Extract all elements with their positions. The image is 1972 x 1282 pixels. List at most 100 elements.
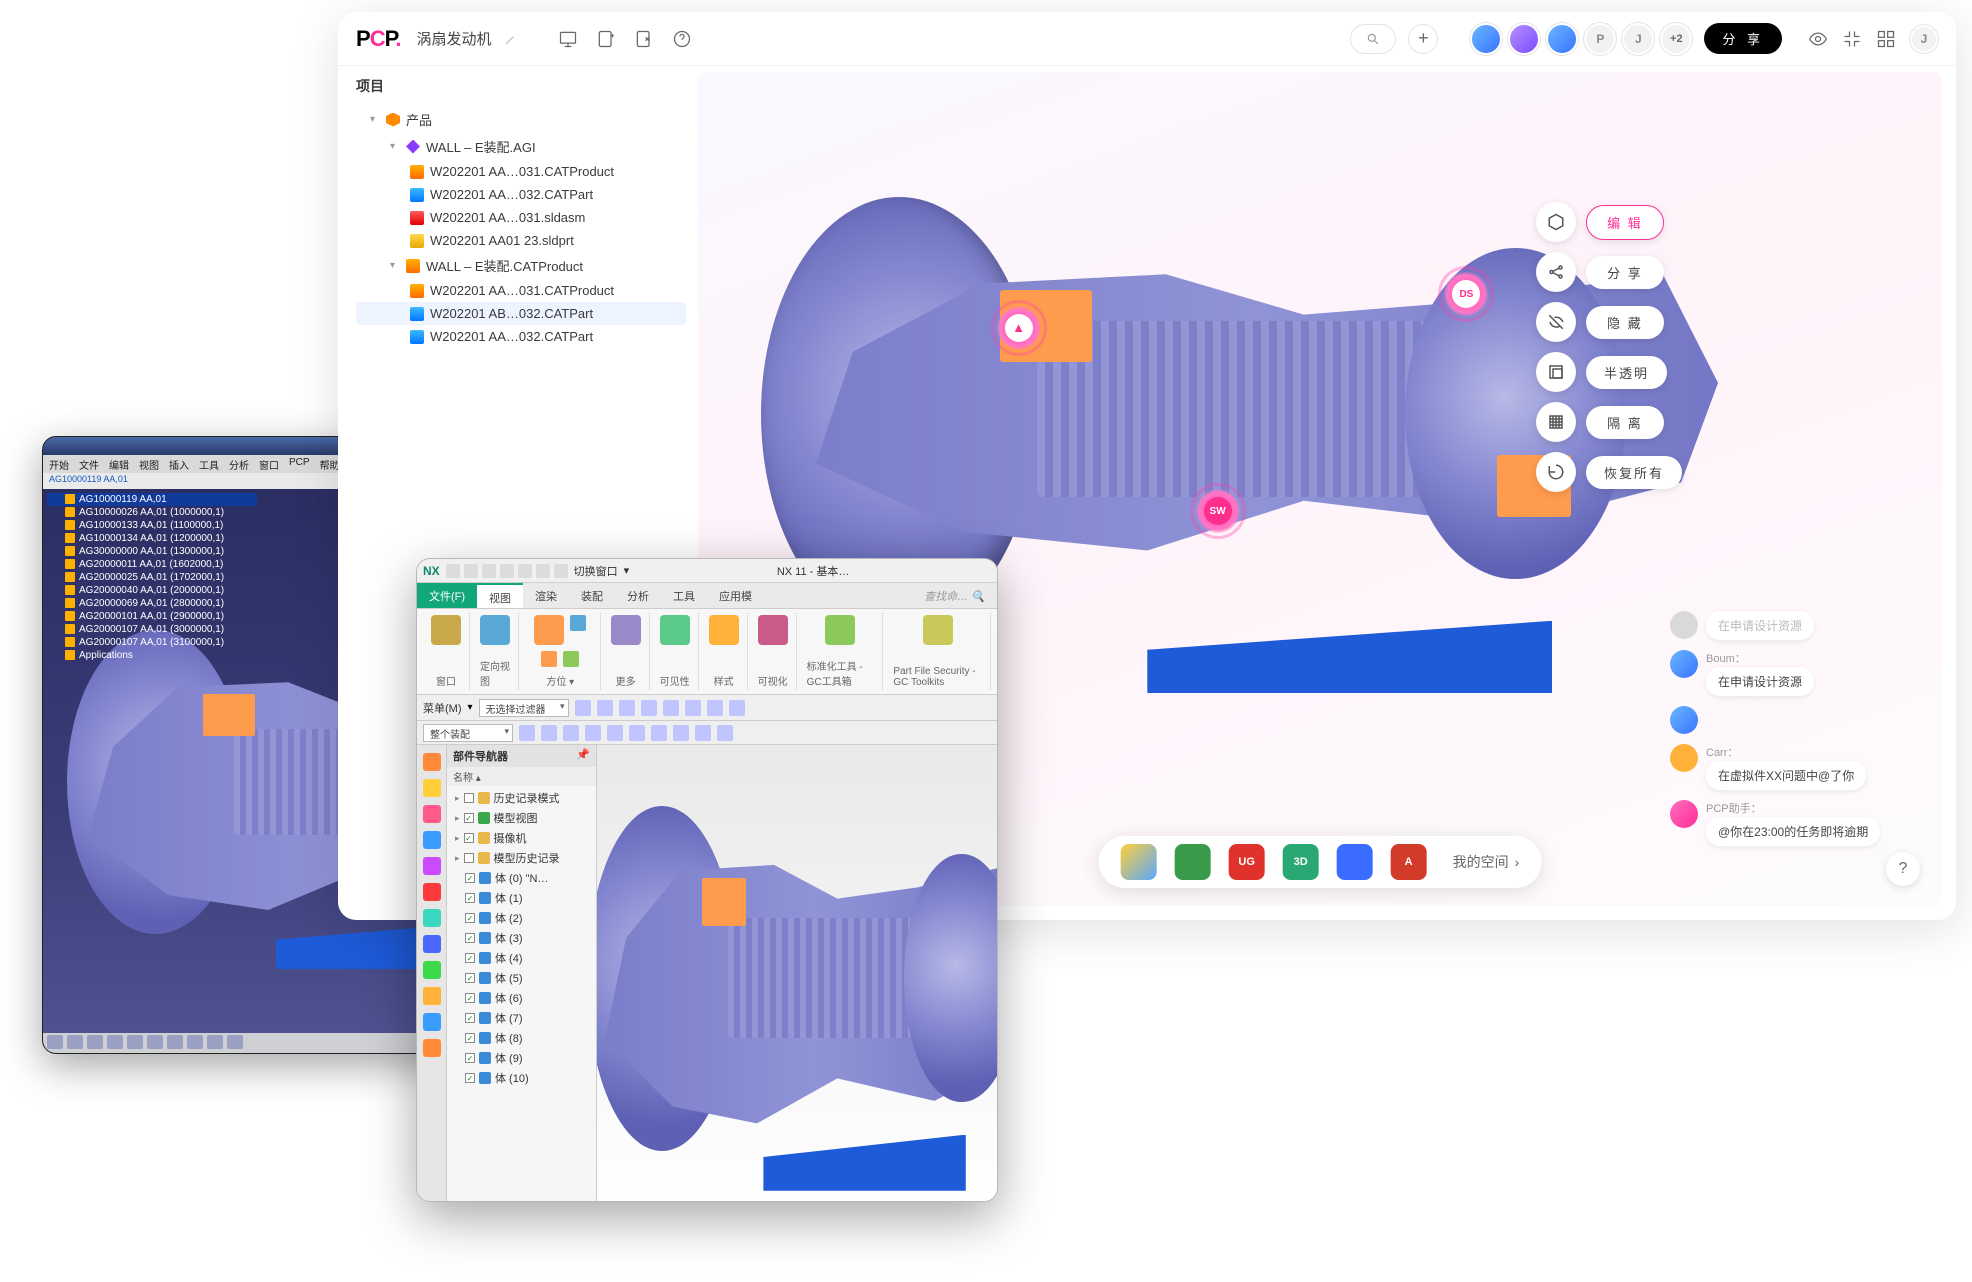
action-icon[interactable]	[1536, 352, 1576, 392]
nx-quick-access[interactable]	[446, 564, 568, 578]
nx-checkbox[interactable]: ✓	[464, 833, 474, 843]
catia-tree-item[interactable]: AG20000025 AA,01 (1702000,1)	[47, 571, 257, 584]
export-icon[interactable]	[634, 29, 654, 49]
nx-nav-item[interactable]: ▸ ✓ 模型视图	[447, 808, 596, 828]
nx-toolbar-icon[interactable]	[673, 725, 689, 741]
current-user-avatar[interactable]: J	[1910, 25, 1938, 53]
catia-menu-item[interactable]: 开始	[49, 457, 69, 471]
nx-selection-bar[interactable]: 菜单(M)▾ 无选择过滤器	[417, 695, 997, 721]
dock-app-icon[interactable]	[1337, 844, 1373, 880]
action-edit[interactable]: 编 辑	[1536, 202, 1682, 242]
nx-checkbox[interactable]: ✓	[465, 1073, 475, 1083]
nx-resource-tab[interactable]	[423, 753, 441, 771]
nx-tab[interactable]: 文件(F)	[417, 583, 477, 608]
nx-nav-item[interactable]: ✓ 体 (8)	[447, 1028, 596, 1048]
note-add-icon[interactable]	[596, 29, 616, 49]
catia-tree-item[interactable]: AG20000107 AA,01 (3100000,1)	[47, 636, 257, 649]
action-restore[interactable]: 恢复所有	[1536, 452, 1682, 492]
nx-toolbar-icon[interactable]	[717, 725, 733, 741]
nx-ribbon-button[interactable]	[431, 615, 461, 645]
nx-nav-item[interactable]: ▸ 模型历史记录	[447, 848, 596, 868]
nx-ribbon-button[interactable]	[758, 615, 788, 645]
nx-ribbon[interactable]: 窗口 定向视图 方位 ▾ 更多	[417, 609, 997, 695]
hotspot-marker-1[interactable]: ▲	[997, 306, 1041, 350]
avatar-user-3[interactable]	[1546, 23, 1578, 55]
nx-tab[interactable]: 工具	[661, 583, 707, 608]
nx-nav-column-header[interactable]: 名称 ▴	[447, 767, 596, 786]
catia-menu-item[interactable]: 工具	[199, 457, 219, 471]
nx-checkbox[interactable]: ✓	[465, 1053, 475, 1063]
hotspot-marker-2[interactable]: DS	[1444, 272, 1488, 316]
nx-toolbar-icon[interactable]	[685, 700, 701, 716]
catia-menu-item[interactable]: 分析	[229, 457, 249, 471]
nx-toolbar-icon[interactable]	[729, 700, 745, 716]
nx-nav-item[interactable]: ✓ 体 (7)	[447, 1008, 596, 1028]
action-icon[interactable]	[1536, 402, 1576, 442]
help-icon[interactable]	[672, 29, 692, 49]
nx-resource-tab[interactable]	[423, 805, 441, 823]
catia-menu-item[interactable]: 窗口	[259, 457, 279, 471]
catia-menu-item[interactable]: 帮助	[320, 457, 340, 471]
chat-message[interactable]: 在申请设计资源	[1670, 611, 1814, 640]
catia-tree-item[interactable]: AG20000107 AA,01 (3000000,1)	[47, 623, 257, 636]
nx-checkbox[interactable]: ✓	[464, 813, 474, 823]
avatar-user-2[interactable]	[1508, 23, 1540, 55]
edit-title-icon[interactable]	[504, 32, 518, 46]
action-icon[interactable]	[1536, 302, 1576, 342]
tree-item[interactable]: W202201 AA…032.CATPart	[356, 325, 686, 348]
help-fab[interactable]: ?	[1886, 852, 1920, 886]
action-icon[interactable]	[1536, 452, 1576, 492]
action-translucent[interactable]: 半透明	[1536, 352, 1682, 392]
nx-resource-tab[interactable]	[423, 987, 441, 1005]
nx-toolbar-icon[interactable]	[629, 725, 645, 741]
nx-checkbox[interactable]: ✓	[465, 993, 475, 1003]
dock-app-icon[interactable]: UG	[1229, 844, 1265, 880]
add-button[interactable]: +	[1408, 24, 1438, 54]
nx-resource-tab[interactable]	[423, 935, 441, 953]
nx-toolbar-icon[interactable]	[575, 700, 591, 716]
nx-toolbar-icon[interactable]	[695, 725, 711, 741]
catia-tree-item[interactable]: AG20000011 AA,01 (1602000,1)	[47, 558, 257, 571]
nx-filter-combo[interactable]: 无选择过滤器	[479, 699, 569, 717]
nx-checkbox[interactable]: ✓	[465, 913, 475, 923]
tree-group-2[interactable]: ▾WALL – E装配.CATProduct	[356, 252, 686, 279]
nx-toolbar-icon[interactable]	[651, 725, 667, 741]
hotspot-marker-3[interactable]: SW	[1196, 489, 1240, 533]
nx-resource-tab[interactable]	[423, 1039, 441, 1057]
nx-toolbar-icon[interactable]	[541, 725, 557, 741]
tree-group-1[interactable]: ▾WALL – E装配.AGI	[356, 133, 686, 160]
project-tree[interactable]: ▾产品 ▾WALL – E装配.AGI W202201 AA…031.CATPr…	[356, 106, 686, 348]
action-isolate[interactable]: 隔 离	[1536, 402, 1682, 442]
nx-nav-item[interactable]: ✓ 体 (2)	[447, 908, 596, 928]
avatar-user-p[interactable]: P	[1584, 23, 1616, 55]
nx-ribbon-button[interactable]	[563, 651, 579, 667]
nx-resource-tab[interactable]	[423, 1013, 441, 1031]
catia-menu-item[interactable]: 文件	[79, 457, 99, 471]
grid-icon[interactable]	[1876, 29, 1896, 49]
nx-toolbar-icon[interactable]	[563, 725, 579, 741]
nx-nav-item[interactable]: ✓ 体 (4)	[447, 948, 596, 968]
action-share[interactable]: 分 享	[1536, 252, 1682, 292]
nx-toolbar-icon[interactable]	[607, 725, 623, 741]
nx-checkbox[interactable]: ✓	[465, 953, 475, 963]
nx-checkbox[interactable]: ✓	[465, 873, 475, 883]
nx-ribbon-button[interactable]	[534, 615, 564, 645]
action-hide[interactable]: 隐 藏	[1536, 302, 1682, 342]
nx-nav-item[interactable]: ✓ 体 (1)	[447, 888, 596, 908]
nx-checkbox[interactable]	[464, 793, 474, 803]
catia-spec-tree[interactable]: AG10000119 AA,01AG10000026 AA,01 (100000…	[47, 493, 257, 662]
nx-ribbon-button[interactable]	[660, 615, 690, 645]
nx-resource-tab[interactable]	[423, 961, 441, 979]
tree-root[interactable]: ▾产品	[356, 106, 686, 133]
tree-item[interactable]: W202201 AA…031.CATProduct	[356, 279, 686, 302]
nx-ribbon-button[interactable]	[480, 615, 510, 645]
nx-resource-tab[interactable]	[423, 909, 441, 927]
share-button[interactable]: 分 享	[1704, 23, 1782, 54]
avatar-user-1[interactable]	[1470, 23, 1502, 55]
nx-resource-tab[interactable]	[423, 831, 441, 849]
nx-toolbar-icon[interactable]	[519, 725, 535, 741]
nx-ribbon-button[interactable]	[923, 615, 953, 645]
avatar-user-j[interactable]: J	[1622, 23, 1654, 55]
catia-tree-item[interactable]: AG30000000 AA,01 (1300000,1)	[47, 545, 257, 558]
dock-my-space[interactable]: 我的空间 ›	[1453, 852, 1520, 872]
